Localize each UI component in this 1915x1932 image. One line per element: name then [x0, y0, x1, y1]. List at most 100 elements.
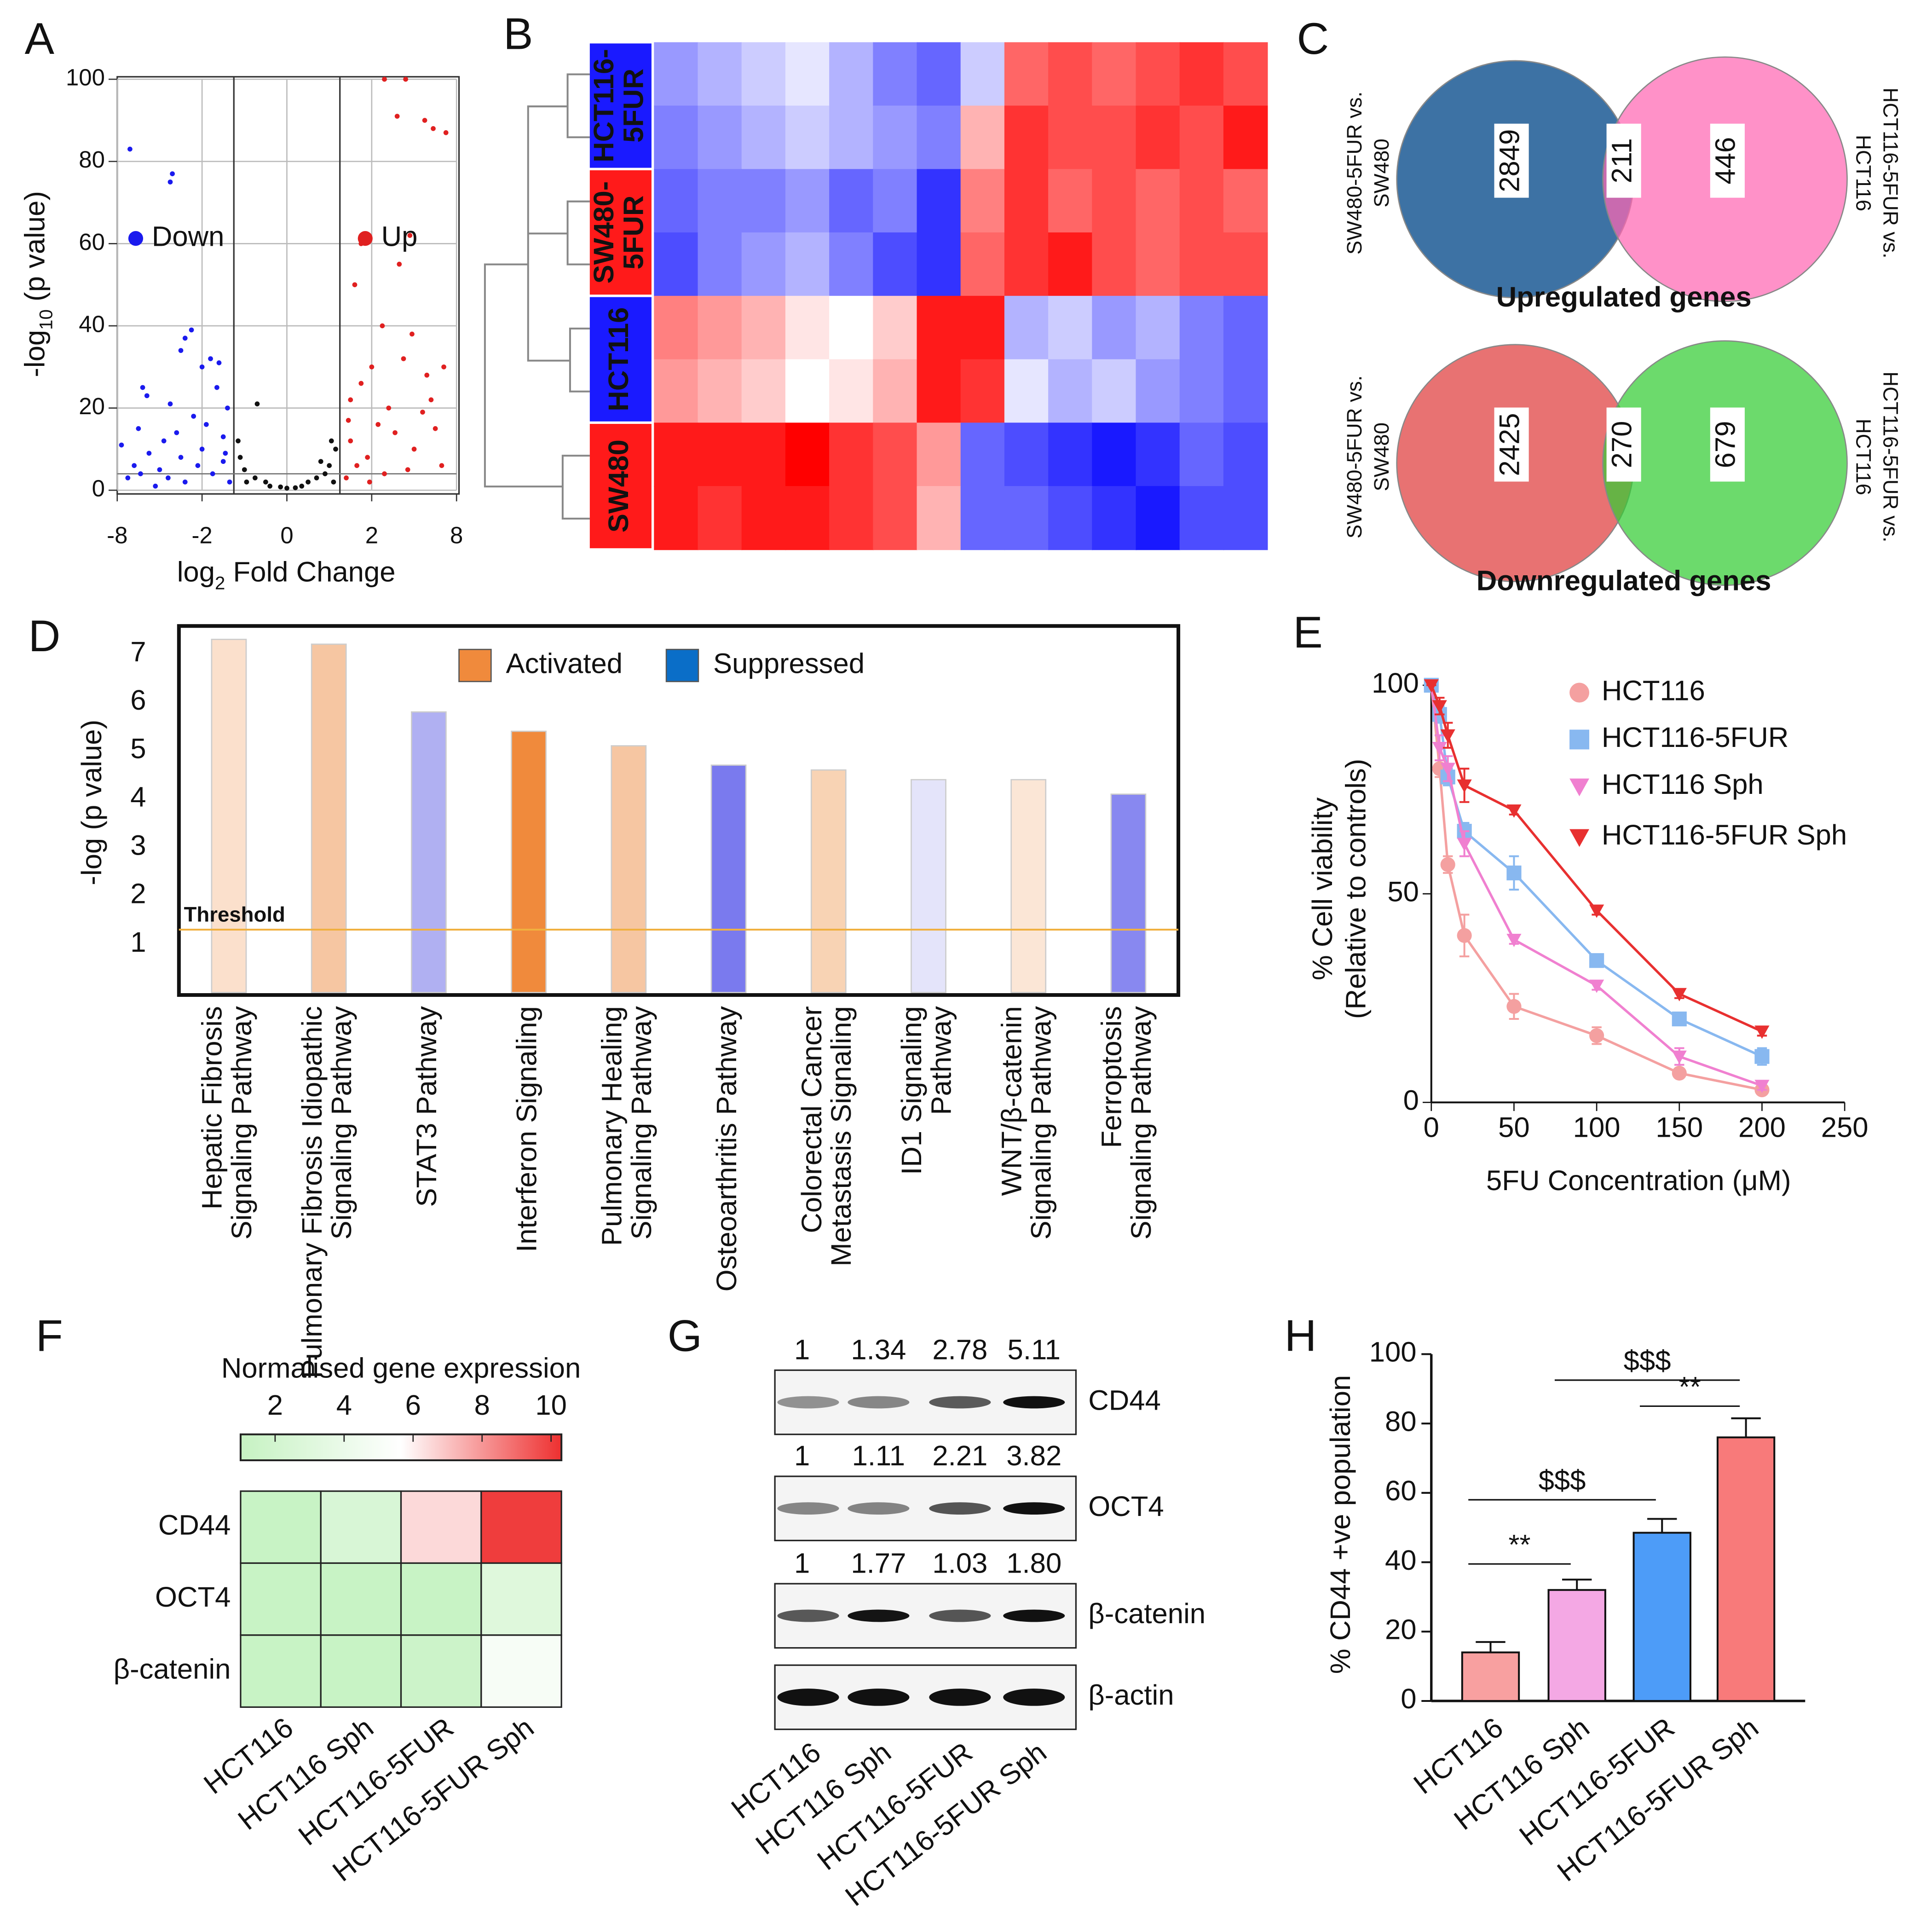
marker — [1672, 988, 1687, 1001]
threshold-label: Threshold — [184, 903, 285, 926]
point — [382, 471, 387, 476]
point — [278, 484, 283, 490]
band-value: 1.34 — [851, 1334, 906, 1365]
colorbar-tick-label: 4 — [336, 1389, 352, 1421]
point — [382, 76, 387, 82]
y-tick-label: 1 — [130, 926, 146, 958]
heatmap-cell — [1092, 422, 1136, 487]
band-label: OCT4 — [1088, 1491, 1164, 1522]
y-tick-label: 3 — [130, 830, 146, 862]
heatmap-cell — [785, 105, 830, 170]
heatmap-cell — [698, 232, 743, 297]
heatmap-cell — [320, 1634, 402, 1708]
heatmap-cell — [1048, 295, 1093, 360]
heatmap-cell — [1048, 42, 1093, 106]
heatmap-cell — [960, 359, 1005, 423]
heatmap-cell — [785, 169, 830, 233]
x-tick-label: STAT3 Pathway — [411, 1006, 443, 1207]
marker — [1589, 953, 1604, 968]
heatmap-cell — [873, 42, 917, 106]
x-tick-label: -2 — [191, 522, 212, 549]
heatmap-cell — [873, 422, 917, 487]
y-axis-label: % CD44 +ve population — [1325, 1375, 1356, 1674]
y-tick-label: 40 — [1385, 1544, 1417, 1576]
point — [367, 479, 372, 485]
heatmap-cell — [1092, 295, 1136, 360]
heatmap-cell — [829, 359, 874, 423]
x-tick-label: Signaling Pathway — [226, 1006, 258, 1239]
y-tick-label: 100 — [1369, 1336, 1417, 1368]
heatmap-cell — [654, 422, 698, 487]
colorbar-tick-label: 8 — [474, 1389, 490, 1421]
point — [397, 261, 402, 267]
point — [223, 451, 228, 456]
band-value: 1 — [794, 1334, 810, 1365]
heatmap-cell — [1136, 42, 1181, 106]
y-tick-label: 60 — [1385, 1475, 1417, 1507]
panel-letter: F — [36, 1312, 63, 1361]
point — [439, 463, 444, 468]
x-axis-label-part: 2 — [215, 573, 225, 594]
heatmap-cell — [873, 105, 917, 170]
point — [214, 385, 219, 390]
row-label: CD44 — [158, 1510, 231, 1541]
heatmap-cell — [1092, 232, 1136, 297]
point — [333, 446, 338, 452]
x-tick-label: Pulmonary Healing — [596, 1006, 628, 1246]
legend-swatch — [1569, 778, 1590, 797]
heatmap-cell — [1092, 486, 1136, 550]
bar — [211, 638, 247, 993]
y-tick-label: 5 — [130, 733, 146, 764]
point — [267, 483, 272, 489]
point — [422, 118, 427, 123]
point — [401, 356, 406, 361]
heatmap-cell — [873, 295, 917, 360]
bar — [911, 779, 946, 993]
count-box — [1494, 123, 1529, 198]
bar — [810, 769, 847, 993]
legend-swatch — [665, 648, 699, 683]
point — [299, 483, 305, 489]
heatmap-cell — [1223, 422, 1268, 487]
heatmap-cell — [1179, 42, 1224, 106]
x-tick-label: -8 — [107, 522, 127, 549]
point — [136, 426, 141, 431]
heatmap-cell — [741, 105, 786, 170]
set-label: HCT116-5FUR vs. — [1879, 371, 1903, 542]
heatmap-cell — [1179, 486, 1224, 550]
marker — [1754, 1025, 1770, 1039]
heatmap-cell — [1179, 422, 1224, 487]
heatmap-cell — [1136, 486, 1181, 550]
venn-count: 446 — [1710, 137, 1742, 185]
point — [182, 479, 188, 485]
heatmap-cell — [480, 1634, 562, 1708]
x-tick-label: ID1 Signaling — [896, 1006, 928, 1175]
point — [344, 475, 349, 480]
point — [433, 426, 438, 431]
point — [428, 397, 434, 403]
venn-count: 270 — [1606, 421, 1638, 469]
point — [144, 393, 150, 399]
point — [167, 179, 173, 185]
y-axis-label-part: -log — [19, 330, 51, 377]
venn-count: 679 — [1710, 421, 1742, 469]
heatmap-cell — [829, 169, 874, 233]
heatmap-cell — [917, 486, 962, 550]
heatmap-cell — [741, 486, 786, 550]
set-label: HCT116 — [1852, 419, 1875, 495]
point — [203, 422, 209, 427]
point — [254, 401, 260, 407]
heatmap-cell — [1223, 232, 1268, 297]
y-axis-label: -log (p value) — [76, 720, 108, 885]
point — [441, 364, 446, 370]
heatmap-cell — [654, 359, 698, 423]
set-label: SW480 — [1370, 422, 1393, 491]
bar — [1010, 779, 1047, 993]
point — [199, 446, 205, 452]
point — [443, 130, 449, 135]
x-tick-label: Colorectal Cancer — [796, 1006, 828, 1233]
blot-band — [1003, 1502, 1065, 1515]
legend-label: HCT116-5FUR Sph — [1602, 819, 1847, 851]
heatmap-cell — [917, 169, 962, 233]
legend-label: Activated — [506, 648, 623, 679]
